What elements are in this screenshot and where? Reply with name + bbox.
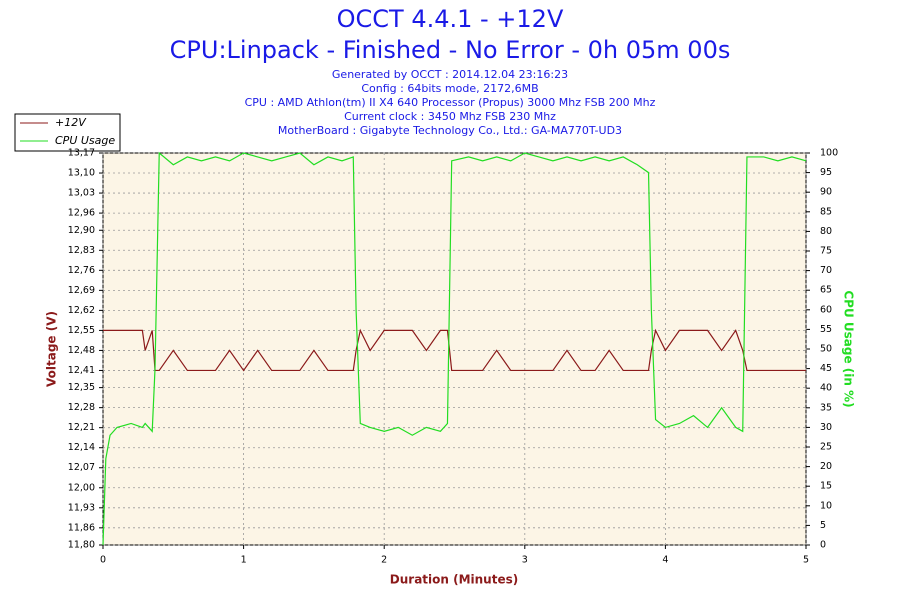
x-tick-label: 5: [803, 555, 809, 566]
y2-tick-label: 80: [820, 226, 832, 237]
plot-area: [102, 152, 807, 546]
x-tick-label: 1: [241, 555, 247, 566]
info-line: Current clock : 3450 Mhz FSB 230 Mhz: [344, 110, 556, 123]
x-axis-label: Duration (Minutes): [390, 573, 518, 587]
y-tick-label: 12,48: [68, 345, 95, 356]
y-tick-label: 12,55: [68, 325, 95, 336]
chart-subtitle: CPU:Linpack - Finished - No Error - 0h 0…: [170, 36, 731, 64]
info-line: CPU : AMD Athlon(tm) II X4 640 Processor…: [245, 96, 656, 109]
y-tick-label: 13,10: [68, 168, 95, 179]
y2-tick-label: 20: [820, 461, 832, 472]
y2-tick-label: 5: [820, 520, 826, 531]
y-tick-label: 11,80: [68, 540, 95, 551]
y2-tick-label: 30: [820, 422, 832, 433]
y-tick-label: 12,69: [68, 285, 95, 296]
y2-axis-label: CPU Usage (in %): [842, 290, 856, 407]
y2-tick-label: 0: [820, 540, 826, 551]
legend-label: CPU Usage: [55, 134, 115, 147]
x-tick-label: 4: [662, 555, 668, 566]
y-tick-label: 12,41: [68, 365, 95, 376]
y2-tick-label: 10: [820, 500, 832, 511]
y2-tick-label: 85: [820, 206, 832, 217]
y-tick-label: 13,17: [68, 148, 95, 159]
y2-tick-label: 100: [820, 148, 838, 159]
y-axis-label: Voltage (V): [45, 311, 59, 387]
y-tick-label: 12,21: [68, 422, 95, 433]
x-tick-label: 2: [381, 555, 387, 566]
chart-title: OCCT 4.4.1 - +12V: [337, 5, 564, 33]
y2-tick-label: 60: [820, 304, 832, 315]
data-line: [103, 328, 806, 372]
legend-label: +12V: [55, 116, 87, 129]
y-tick-label: 12,90: [68, 225, 95, 236]
y2-tick-label: 45: [820, 363, 832, 374]
y2-tick-label: 70: [820, 265, 832, 276]
info-line: MotherBoard : Gigabyte Technology Co., L…: [278, 124, 622, 137]
y-tick-label: 11,93: [68, 502, 95, 513]
legend: [14, 113, 121, 152]
y2-tick-label: 95: [820, 167, 832, 178]
y-tick-label: 12,00: [68, 482, 95, 493]
y-tick-label: 12,76: [68, 265, 95, 276]
x-tick-label: 3: [522, 555, 528, 566]
y2-tick-label: 65: [820, 285, 832, 296]
y2-tick-label: 15: [820, 481, 832, 492]
y2-tick-label: 90: [820, 187, 832, 198]
y-tick-label: 12,83: [68, 245, 95, 256]
y-tick-label: 12,28: [68, 402, 95, 413]
data-line: [102, 151, 807, 546]
x-tick-label: 0: [100, 555, 106, 566]
info-line: Config : 64bits mode, 2172,6MB: [361, 82, 538, 95]
y2-tick-label: 40: [820, 383, 832, 394]
y-tick-label: 12,96: [68, 208, 95, 219]
y-tick-label: 11,86: [68, 522, 95, 533]
y-tick-label: 13,03: [68, 188, 95, 199]
y-tick-label: 12,35: [68, 382, 95, 393]
y2-tick-label: 35: [820, 402, 832, 413]
y-tick-label: 12,14: [68, 442, 95, 453]
y2-tick-label: 75: [820, 246, 832, 257]
y2-tick-label: 25: [820, 442, 832, 453]
y2-tick-label: 55: [820, 324, 832, 335]
y-tick-label: 12,07: [68, 462, 95, 473]
y2-tick-label: 50: [820, 344, 832, 355]
info-line: Generated by OCCT : 2014.12.04 23:16:23: [332, 68, 568, 81]
y-tick-label: 12,62: [68, 305, 95, 316]
